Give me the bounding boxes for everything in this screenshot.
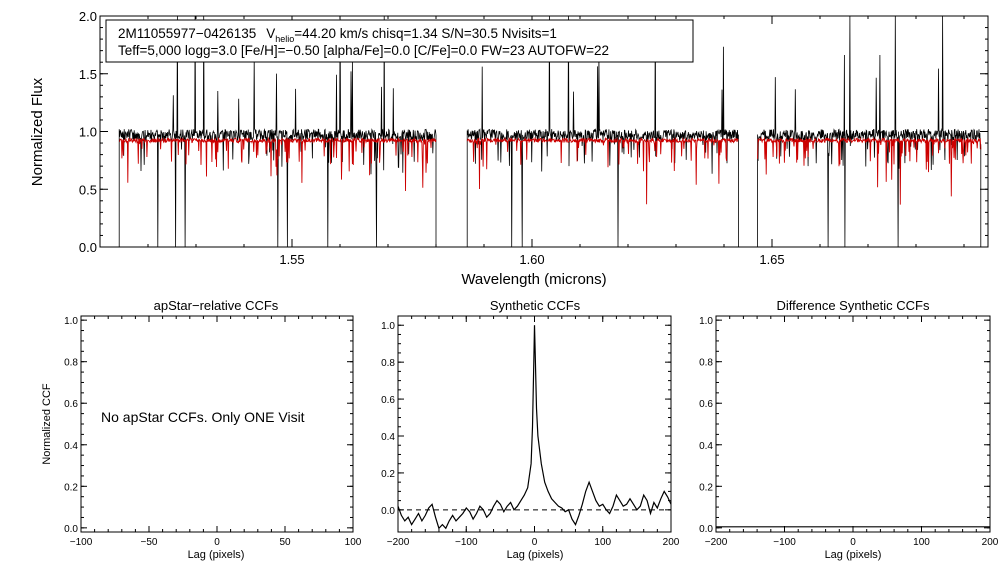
- apstar-ccf-panel: apStar−relative CCFs −100 −50 0 50 100 0.0 0.2…: [41, 298, 362, 561]
- y-tick-label: 0.6: [64, 399, 78, 410]
- y-tick-label: 0.4: [381, 432, 395, 443]
- difference-ccf-panel: Difference Synthetic CCFs −200 −100 0 100 20…: [699, 298, 999, 561]
- no-ccf-annotation: No apStar CCFs. Only ONE Visit: [101, 409, 305, 425]
- y-tick-label: 0.0: [79, 240, 97, 255]
- x-tick-label: 100: [913, 537, 930, 548]
- y-tick-label: 0.6: [699, 399, 713, 410]
- model-spectrum-chip-1: [119, 136, 437, 192]
- apstar-ccf-title: apStar−relative CCFs: [154, 298, 279, 313]
- x-tick-label: 0: [214, 537, 220, 548]
- x-tick-label: −200: [387, 537, 410, 548]
- x-tick-label: 0: [850, 537, 856, 548]
- spectrum-y-axis-title: Normalized Flux: [29, 77, 46, 186]
- y-tick-label: 0.0: [699, 524, 713, 535]
- info-box-frame: [105, 19, 694, 63]
- velocity-subscript: helio: [275, 34, 294, 44]
- spectrum-x-axis-title: Wavelength (microns): [461, 271, 606, 288]
- y-tick-label: 2.0: [79, 9, 97, 24]
- y-tick-label: 0.8: [699, 358, 713, 369]
- info-line-2: Teff=5,000 logg=3.0 [Fe/H]=−0.50 [alpha/…: [118, 43, 609, 58]
- y-tick-label: 1.0: [64, 316, 78, 327]
- y-tick-label: 0.2: [699, 482, 713, 493]
- observed-spectrum-chip-2: [466, 15, 739, 248]
- x-tick-label: −100: [70, 537, 93, 548]
- y-tick-label: 0.8: [381, 358, 395, 369]
- apstar-ccf-x-axis-title: Lag (pixels): [188, 549, 245, 561]
- x-tick-label: 1.65: [759, 252, 784, 267]
- apstar-ccf-y-axis-title: Normalized CCF: [41, 383, 53, 465]
- x-tick-label: 200: [663, 537, 680, 548]
- velocity-stats: =44.20 km/s chisq=1.34 S/N=30.5 Nvisits=…: [294, 26, 557, 41]
- y-tick-label: 1.0: [79, 125, 97, 140]
- x-tick-label: −100: [455, 537, 478, 548]
- y-tick-label: 0.2: [64, 482, 78, 493]
- x-tick-label: −50: [141, 537, 158, 548]
- y-tick-label: 0.5: [79, 182, 97, 197]
- synthetic-ccf-panel: Synthetic CCFs −200 −100 0 100 200 0.0 0.2 0.4 0…: [381, 298, 680, 561]
- synthetic-ccf-x-axis-title: Lag (pixels): [507, 549, 564, 561]
- x-tick-label: 200: [982, 537, 999, 548]
- difference-ccf-title: Difference Synthetic CCFs: [777, 298, 930, 313]
- observed-spectrum-chip-3: [757, 15, 982, 248]
- synthetic-ccf-ticks: −200 −100 0 100 200 0.0 0.2 0.4 0.6 0.8 1.0: [381, 316, 680, 548]
- info-line-1: 2M11055977−0426135 Vhelio=44.20 km/s chis…: [118, 26, 557, 44]
- y-tick-label: 0.4: [64, 441, 78, 452]
- x-tick-label: 1.55: [279, 252, 304, 267]
- y-tick-label: 0.6: [381, 395, 395, 406]
- x-tick-label: 100: [345, 537, 362, 548]
- y-tick-label: 0.2: [381, 469, 395, 480]
- y-tick-label: 1.0: [699, 316, 713, 327]
- velocity-symbol: V: [266, 26, 275, 41]
- y-tick-label: 0.0: [381, 506, 395, 517]
- difference-ccf-frame: [715, 315, 991, 533]
- star-id: 2M11055977−0426135: [118, 26, 256, 41]
- x-tick-label: 1.60: [519, 252, 544, 267]
- x-tick-label: 100: [594, 537, 611, 548]
- difference-ccf-ticks: −200 −100 0 100 200 0.0 0.2 0.4 0.6 0.8 1.0: [699, 316, 999, 548]
- y-tick-label: 0.0: [64, 524, 78, 535]
- x-tick-label: 50: [279, 537, 291, 548]
- model-spectrum-chip-2: [466, 136, 739, 205]
- y-tick-label: 1.5: [79, 67, 97, 82]
- synthetic-ccf-title: Synthetic CCFs: [490, 298, 581, 313]
- apstar-ccf-ticks: −100 −50 0 50 100 0.0 0.2 0.4 0.6 0.8 1.0: [64, 316, 362, 548]
- info-box: 2M11055977−0426135 Vhelio=44.20 km/s chis…: [105, 19, 694, 63]
- model-spectrum-chip-3: [757, 136, 982, 205]
- x-tick-label: −200: [705, 537, 728, 548]
- difference-ccf-x-axis-title: Lag (pixels): [825, 549, 882, 561]
- synthetic-ccf-plot-area: [397, 325, 672, 530]
- spectrum-plot-area: [118, 15, 982, 248]
- spectrum-panel: 1.55 1.60 1.65 0.0 0.5 1.0 1.5 2.0 Wavelength (…: [29, 9, 989, 288]
- y-tick-label: 0.8: [64, 358, 78, 369]
- y-tick-label: 1.0: [381, 321, 395, 332]
- x-tick-label: −100: [773, 537, 796, 548]
- synthetic-ccf-line: [397, 325, 672, 530]
- x-tick-label: 0: [532, 537, 538, 548]
- y-tick-label: 0.4: [699, 441, 713, 452]
